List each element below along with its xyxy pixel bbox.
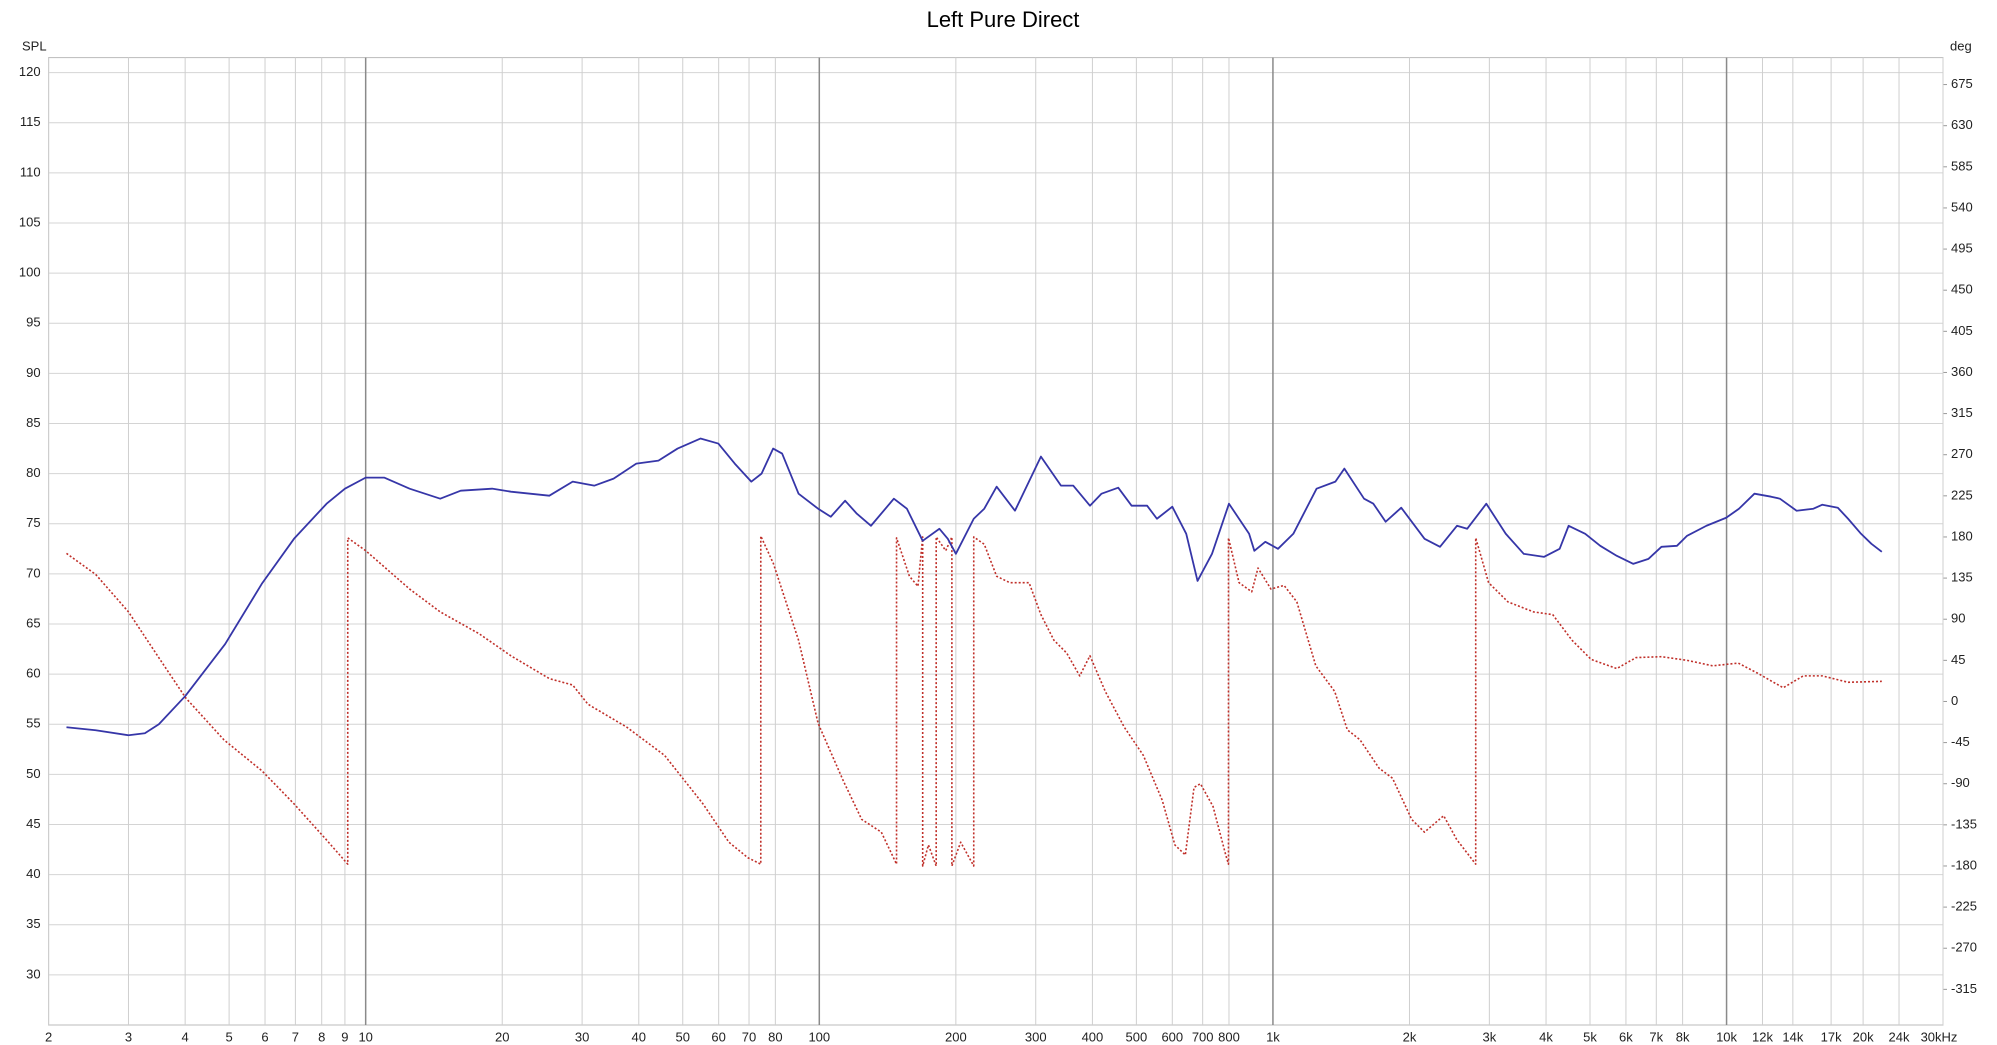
y2-tick-label: 495 xyxy=(1951,241,1973,256)
y2-tick-label: 360 xyxy=(1951,364,1973,379)
spl-line xyxy=(66,437,1883,737)
y2-tick-label: 135 xyxy=(1951,570,1973,585)
x-tick-label: 2k xyxy=(1403,1029,1417,1044)
x-tick-label: 4k xyxy=(1539,1029,1553,1044)
x-tick-label: 200 xyxy=(945,1029,967,1044)
x-tick-label: 3 xyxy=(125,1029,132,1044)
x-tick-label: 7 xyxy=(292,1029,299,1044)
x-tick-label: 40 xyxy=(632,1029,646,1044)
x-tick-label: 5k xyxy=(1583,1029,1597,1044)
x-tick-label: 1k xyxy=(1266,1029,1280,1044)
x-tick-label: 20 xyxy=(495,1029,509,1044)
y2-tick-label: 450 xyxy=(1951,282,1973,297)
y2-tick-label: 315 xyxy=(1951,405,1973,420)
y-tick-label: 85 xyxy=(26,415,40,430)
y2-tick-label: 0 xyxy=(1951,693,1958,708)
y-tick-label: 80 xyxy=(26,465,40,480)
y-tick-label: 90 xyxy=(26,365,40,380)
y2-tick-label: 225 xyxy=(1951,487,1973,502)
x-tick-label: 6k xyxy=(1619,1029,1633,1044)
x-tick-label: 300 xyxy=(1025,1029,1047,1044)
x-tick-label: 3k xyxy=(1483,1029,1497,1044)
x-tick-label: 2 xyxy=(45,1029,52,1044)
y-tick-label: 110 xyxy=(20,164,41,179)
y2-tick-label: 585 xyxy=(1951,158,1973,173)
x-tick-label: 4 xyxy=(182,1029,189,1044)
x-tick-label: 10k xyxy=(1716,1029,1737,1044)
y-tick-label: 70 xyxy=(26,565,40,580)
x-tick-label: 10 xyxy=(358,1029,372,1044)
x-tick-label: 800 xyxy=(1218,1029,1240,1044)
y2-tick-label: 540 xyxy=(1951,199,1973,214)
x-tick-label: 30kHz xyxy=(1921,1029,1958,1044)
y2-tick-label: 630 xyxy=(1951,117,1973,132)
y-tick-label: 100 xyxy=(19,265,41,280)
y-tick-label: 105 xyxy=(19,214,41,229)
y2-tick-label: 405 xyxy=(1951,323,1973,338)
x-tick-label: 20k xyxy=(1853,1029,1874,1044)
y2-tick-label: 180 xyxy=(1951,528,1973,543)
y2-tick-label: -135 xyxy=(1951,816,1977,831)
y2-tick-label: -180 xyxy=(1951,857,1977,872)
y-tick-label: 35 xyxy=(26,916,40,931)
x-tick-label: 30 xyxy=(575,1029,589,1044)
y2-tick-label: -270 xyxy=(1951,940,1977,955)
y-tick-label: 120 xyxy=(19,64,41,79)
plot-area xyxy=(48,57,1944,1026)
y-tick-label: 65 xyxy=(26,615,40,630)
y2-tick-label: -225 xyxy=(1951,899,1977,914)
y2-axis-label: deg xyxy=(1950,38,1972,53)
x-tick-label: 6 xyxy=(261,1029,268,1044)
x-tick-label: 70 xyxy=(742,1029,756,1044)
y2-tick-label: -315 xyxy=(1951,981,1977,996)
x-tick-label: 100 xyxy=(808,1029,830,1044)
chart-title: Left Pure Direct xyxy=(927,7,1080,32)
y-tick-label: 45 xyxy=(26,816,40,831)
y2-tick-label: 45 xyxy=(1951,652,1965,667)
x-tick-label: 17k xyxy=(1821,1029,1842,1044)
x-tick-label: 7k xyxy=(1649,1029,1663,1044)
x-tick-label: 5 xyxy=(226,1029,233,1044)
y-tick-label: 115 xyxy=(20,114,41,129)
x-tick-label: 9 xyxy=(341,1029,348,1044)
y2-tick-label: -90 xyxy=(1951,775,1970,790)
y-tick-label: 95 xyxy=(26,315,40,330)
x-tick-label: 60 xyxy=(711,1029,725,1044)
y-tick-label: 55 xyxy=(26,716,40,731)
y2-tick-label: 270 xyxy=(1951,446,1973,461)
y-tick-label: 50 xyxy=(26,766,40,781)
x-tick-label: 24k xyxy=(1889,1029,1910,1044)
x-tick-label: 600 xyxy=(1161,1029,1183,1044)
y-tick-label: 75 xyxy=(26,515,40,530)
y2-tick-label: -45 xyxy=(1951,734,1970,749)
x-tick-label: 50 xyxy=(676,1029,690,1044)
y2-tick-label: 90 xyxy=(1951,611,1965,626)
x-tick-label: 80 xyxy=(768,1029,782,1044)
x-tick-label: 700 xyxy=(1192,1029,1214,1044)
y-axis-label: SPL xyxy=(22,38,47,53)
y-tick-label: 30 xyxy=(26,966,40,981)
x-tick-label: 8k xyxy=(1676,1029,1690,1044)
y-tick-label: 40 xyxy=(26,866,40,881)
y-tick-label: 60 xyxy=(26,666,40,681)
y2-tick-label: 675 xyxy=(1951,76,1973,91)
x-tick-label: 8 xyxy=(318,1029,325,1044)
x-tick-label: 400 xyxy=(1082,1029,1104,1044)
x-tick-label: 12k xyxy=(1752,1029,1773,1044)
x-tick-label: 14k xyxy=(1782,1029,1803,1044)
x-tick-label: 500 xyxy=(1126,1029,1148,1044)
